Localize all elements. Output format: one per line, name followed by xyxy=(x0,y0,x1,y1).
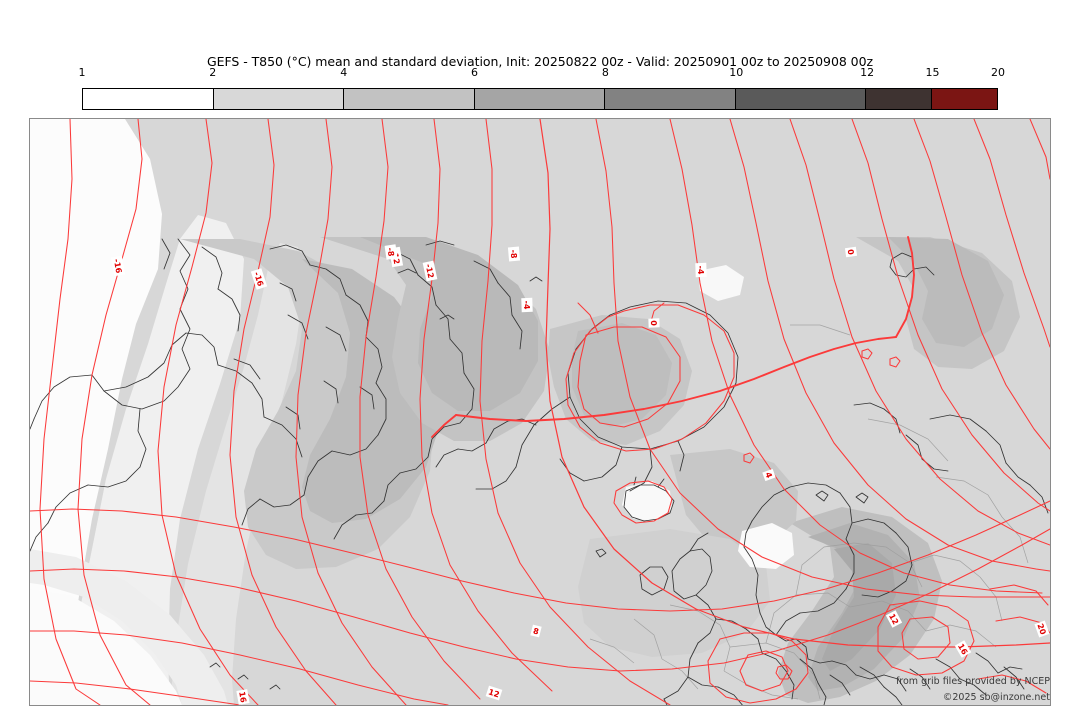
contour-label: -12 xyxy=(422,260,438,282)
contour-label-text: 12 xyxy=(487,687,500,699)
contour-label-bg xyxy=(250,268,268,290)
colorbar-tick-6: 6 xyxy=(471,66,478,79)
colorbar-segment-10-12 xyxy=(734,89,866,109)
contour-label-bg xyxy=(695,262,707,278)
colorbar-segment-12-15 xyxy=(865,89,932,109)
contour-label-text: 16 xyxy=(237,691,248,704)
contour-label-bg xyxy=(384,244,398,260)
page-title: GEFS - T850 (°C) mean and standard devia… xyxy=(206,54,873,69)
contour-label-bg xyxy=(507,246,521,262)
contour-label-bg xyxy=(844,246,858,258)
contour-label-text: -4 xyxy=(696,265,705,275)
colorbar-segment-2-4 xyxy=(212,89,344,109)
contour-label-group: -16-16-12-12-8-8-4-400481212161616202024 xyxy=(110,244,1050,705)
colorbar-segment-6-8 xyxy=(473,89,605,109)
contour-label-bg xyxy=(1034,620,1050,638)
contour-label: 4 xyxy=(762,468,776,482)
contour-label: 8 xyxy=(530,624,542,638)
credit-copyright: ©2025 sb@inzone.net xyxy=(942,692,1050,703)
contour-label-text: -4 xyxy=(522,300,531,310)
colorbar-segment-4-6 xyxy=(343,89,474,109)
colorbar-segment-1-2 xyxy=(83,89,213,109)
colorbar-tick-12: 12 xyxy=(860,66,875,79)
contour-label-bg xyxy=(422,260,438,282)
colorbar-tick-20: 20 xyxy=(991,66,1005,79)
contour-label-text: -12 xyxy=(424,263,436,279)
colorbar-segment-15-20 xyxy=(931,89,997,109)
contour-label-text: 4 xyxy=(763,471,774,480)
contour-label-bg xyxy=(954,640,972,658)
contour-label: 16 xyxy=(954,640,972,658)
contour-label-bg xyxy=(762,468,776,482)
contour-label-text: 20 xyxy=(1035,622,1047,636)
contour-label: 12 xyxy=(885,610,903,628)
contour-label: -8 xyxy=(384,244,398,260)
colorbar-tick-labels: 1 2 4 6 8 10 12 15 20 xyxy=(78,66,1006,82)
colorbar-tick-15: 15 xyxy=(925,66,940,79)
map-graphics: -16-16-12-12-8-8-4-400481212161616202024 xyxy=(30,119,1050,705)
contour-label-bg xyxy=(530,624,542,638)
colorbar-tick-8: 8 xyxy=(601,66,609,79)
contour-label-text: 8 xyxy=(532,626,540,636)
colorbar-tick-4: 4 xyxy=(340,66,348,79)
credit-source: from grib files provided by NCEP xyxy=(895,676,1050,687)
contour-label: -8 xyxy=(507,246,521,262)
contour-label-bg xyxy=(885,610,903,628)
contour-label: 16 xyxy=(236,689,250,705)
contour-label-text: -16 xyxy=(252,271,265,288)
contour-label-text: 0 xyxy=(649,320,658,326)
contour-label: 0 xyxy=(844,246,858,258)
colorbar xyxy=(82,88,998,110)
contour-label-bg xyxy=(485,685,503,701)
contour-label-text: -8 xyxy=(509,249,519,259)
contour-label: -16 xyxy=(110,255,126,277)
colorbar-segment-8-10 xyxy=(604,89,735,109)
colorbar-tick-10: 10 xyxy=(729,66,744,79)
contour-label: 20 xyxy=(1034,620,1050,638)
contour-label-text: -16 xyxy=(112,258,123,274)
colorbar-segments xyxy=(82,88,998,110)
contour-label-bg xyxy=(236,689,250,705)
map-canvas[interactable]: -16-16-12-12-8-8-4-400481212161616202024 xyxy=(29,118,1051,706)
contour-label-bg xyxy=(110,255,126,277)
contour-label: -16 xyxy=(250,268,268,290)
contour-label: -4 xyxy=(521,297,533,313)
contour-label-text: -8 xyxy=(385,247,395,257)
contour-label: 12 xyxy=(485,685,503,701)
contour-label: -4 xyxy=(695,262,707,278)
contour-label-text: 0 xyxy=(846,249,856,256)
colorbar-tick-2: 2 xyxy=(209,66,217,79)
contour-label-bg xyxy=(648,318,660,328)
contour-label: 0 xyxy=(648,318,660,328)
colorbar-tick-1: 1 xyxy=(78,66,86,79)
contour-label-bg xyxy=(521,297,533,313)
